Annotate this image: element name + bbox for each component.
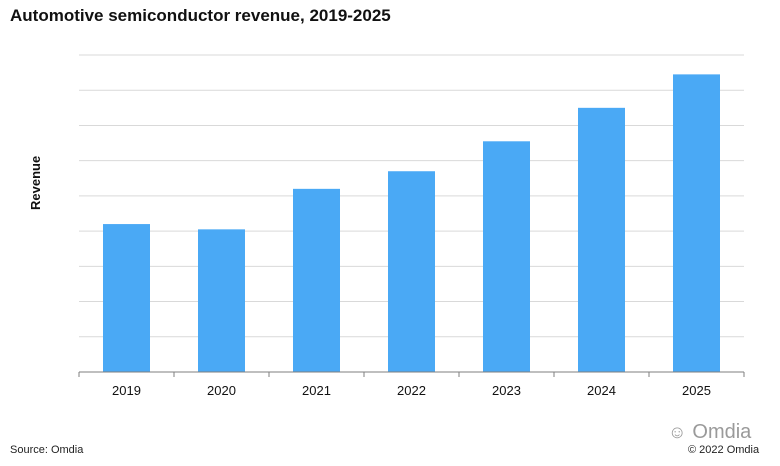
watermark-text: Omdia — [692, 421, 752, 443]
bar-2025 — [673, 74, 720, 372]
bar-2022 — [388, 171, 435, 372]
wechat-icon: ☺ — [668, 422, 687, 442]
bar-2021 — [293, 188, 340, 372]
bar-series — [103, 74, 720, 372]
bar-2023 — [483, 141, 530, 372]
bar-2024 — [578, 107, 625, 372]
bar-2019 — [103, 224, 150, 372]
x-tick-label: 2020 — [207, 383, 236, 398]
copyright-note: © 2022 Omdia — [688, 444, 760, 456]
x-tick-label: 2019 — [112, 383, 141, 398]
source-note: Source: Omdia — [10, 444, 84, 456]
x-tick-label: 2025 — [682, 383, 711, 398]
x-tick-label: 2021 — [302, 383, 331, 398]
watermark: ☺ Omdia — [668, 421, 751, 444]
x-tick-label: 2023 — [492, 383, 521, 398]
chart-title: Automotive semiconductor revenue, 2019-2… — [10, 6, 391, 25]
x-axis — [78, 371, 745, 377]
bar-2020 — [198, 229, 245, 372]
x-tick-labels: 2019 2020 2021 2022 2023 2024 2025 — [112, 383, 711, 398]
x-tick-label: 2022 — [397, 383, 426, 398]
x-tick-label: 2024 — [587, 383, 616, 398]
